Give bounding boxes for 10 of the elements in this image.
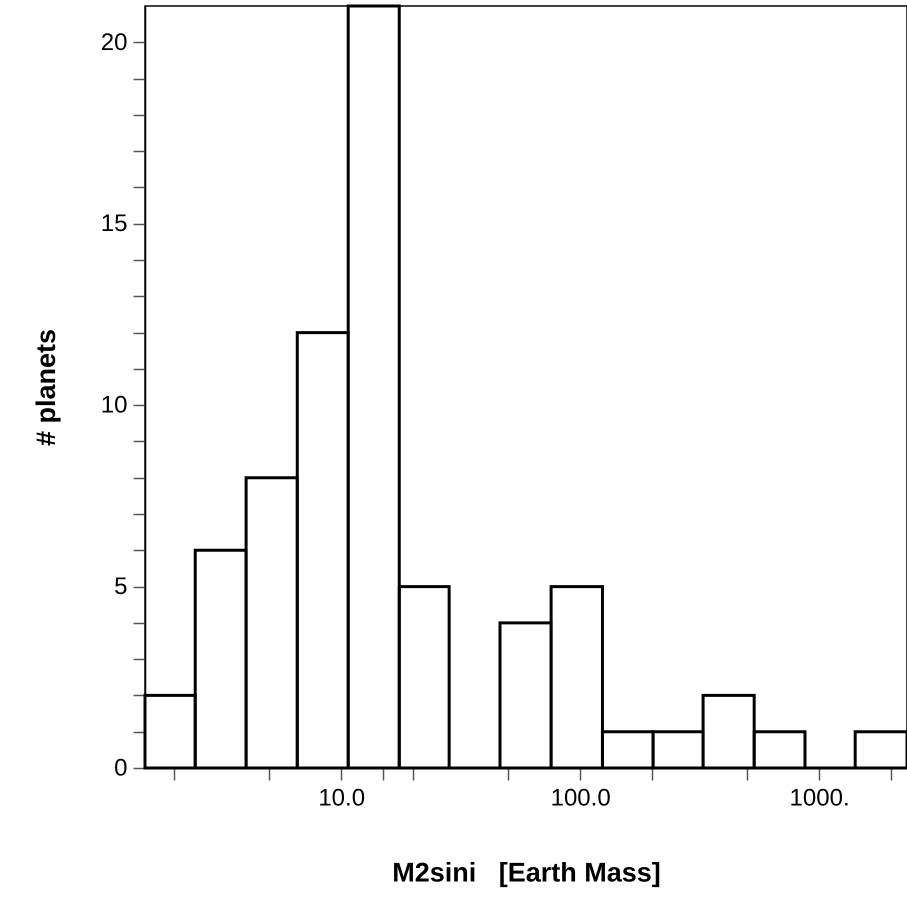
x-tick-label: 100.0 bbox=[550, 784, 611, 812]
y-tick-label: 0 bbox=[114, 754, 128, 782]
y-axis-title: # planets bbox=[30, 328, 61, 446]
y-tick-label: 10 bbox=[100, 392, 128, 419]
y-tick-label: 15 bbox=[100, 210, 128, 238]
x-axis-title: M2sini [Earth Mass] bbox=[392, 858, 661, 888]
y-tick-label: 5 bbox=[114, 573, 128, 600]
x-tick-label: 1000. bbox=[790, 784, 850, 812]
y-tick-label: 20 bbox=[100, 28, 128, 56]
x-tick-label: 10.0 bbox=[318, 784, 366, 812]
